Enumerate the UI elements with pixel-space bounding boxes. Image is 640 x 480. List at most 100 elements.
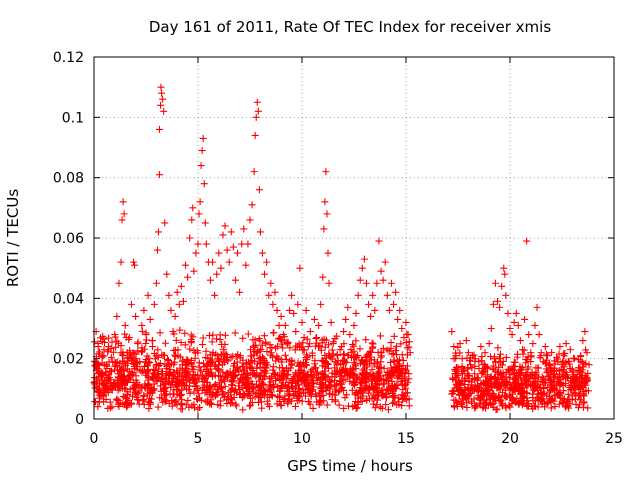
data-point <box>550 367 558 375</box>
data-point <box>244 240 252 248</box>
data-point <box>331 391 339 399</box>
data-point <box>321 363 329 371</box>
data-point <box>273 342 281 350</box>
data-point <box>365 351 373 359</box>
data-point <box>500 376 508 384</box>
data-point <box>156 329 164 337</box>
data-point <box>309 404 317 412</box>
data-point <box>498 375 506 383</box>
data-points <box>90 83 593 414</box>
data-point <box>263 258 271 266</box>
data-point <box>183 378 191 386</box>
data-point <box>253 98 261 106</box>
data-point <box>549 384 557 392</box>
data-point <box>269 329 277 337</box>
data-point <box>396 306 404 314</box>
data-point <box>248 201 256 209</box>
data-point <box>281 321 289 329</box>
data-point <box>163 270 171 278</box>
data-point <box>245 358 253 366</box>
data-point <box>161 219 169 227</box>
data-point <box>272 357 280 365</box>
data-point <box>398 351 406 359</box>
data-point <box>534 364 542 372</box>
data-point <box>331 364 339 372</box>
data-point <box>541 390 549 398</box>
data-point <box>258 341 266 349</box>
data-point <box>221 349 229 357</box>
data-point <box>197 162 205 170</box>
data-point <box>189 204 197 212</box>
data-point <box>182 261 190 269</box>
data-point <box>237 375 245 383</box>
data-point <box>189 362 197 370</box>
data-point <box>389 399 397 407</box>
data-point <box>196 198 204 206</box>
data-point <box>523 356 531 364</box>
data-point <box>165 371 173 379</box>
data-point <box>207 396 215 404</box>
data-point <box>294 300 302 308</box>
data-point <box>572 390 580 398</box>
data-point <box>482 377 490 385</box>
data-point <box>320 225 328 233</box>
data-point <box>231 329 239 337</box>
data-point <box>471 370 479 378</box>
data-point <box>113 395 121 403</box>
data-point <box>470 351 478 359</box>
data-point <box>102 395 110 403</box>
data-point <box>111 381 119 389</box>
data-point <box>541 343 549 351</box>
data-point <box>141 362 149 370</box>
data-point <box>329 340 337 348</box>
data-point <box>191 354 199 362</box>
data-point <box>324 341 332 349</box>
data-point <box>531 397 539 405</box>
data-point <box>206 382 214 390</box>
data-point <box>115 279 123 287</box>
data-point <box>313 398 321 406</box>
data-point <box>469 352 477 360</box>
data-point <box>208 338 216 346</box>
data-point <box>491 374 499 382</box>
data-point <box>108 338 116 346</box>
data-point <box>256 347 264 355</box>
data-point <box>536 384 544 392</box>
data-point <box>462 337 470 345</box>
data-point <box>246 216 254 224</box>
data-point <box>176 326 184 334</box>
data-point <box>178 405 186 413</box>
data-point <box>465 390 473 398</box>
data-point <box>349 340 357 348</box>
data-point <box>383 377 391 385</box>
data-point <box>558 361 566 369</box>
data-point <box>556 343 564 351</box>
data-point <box>466 361 474 369</box>
data-point <box>121 330 129 338</box>
data-point <box>326 378 334 386</box>
data-point <box>583 349 591 357</box>
data-point <box>269 300 277 308</box>
data-point <box>524 353 532 361</box>
data-point <box>519 393 527 401</box>
data-point <box>138 327 146 335</box>
data-point <box>167 383 175 391</box>
data-point <box>525 331 533 339</box>
data-point <box>475 358 483 366</box>
x-tick-labels: 0 5 10 15 20 25 <box>90 431 623 447</box>
data-point <box>378 404 386 412</box>
data-point <box>176 391 184 399</box>
data-point <box>188 365 196 373</box>
data-point <box>91 398 99 406</box>
data-point <box>228 378 236 386</box>
data-point <box>490 391 498 399</box>
data-point <box>325 279 333 287</box>
data-point <box>348 386 356 394</box>
data-point <box>583 375 591 383</box>
data-point <box>145 394 153 402</box>
data-point <box>506 384 514 392</box>
data-point <box>337 373 345 381</box>
data-point <box>257 345 265 353</box>
data-point <box>216 336 224 344</box>
data-point <box>202 347 210 355</box>
